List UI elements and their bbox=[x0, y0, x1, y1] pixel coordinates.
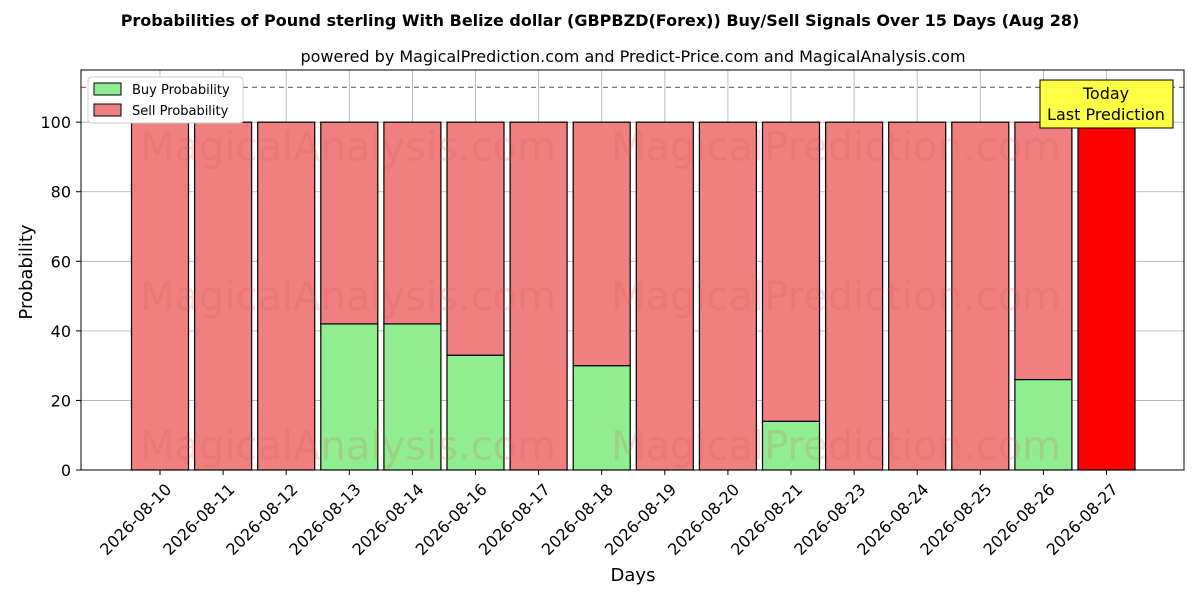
watermarks: MagicalAnalysis.com MagicalPrediction.com… bbox=[140, 125, 1061, 470]
y-tick-label: 60 bbox=[51, 252, 71, 271]
bar-sell bbox=[320, 121, 379, 325]
bar-sell bbox=[383, 121, 442, 325]
bar-sell bbox=[824, 121, 884, 471]
legend-label-sell: Sell Probability bbox=[132, 104, 229, 119]
bars bbox=[130, 121, 1136, 471]
plot-frame bbox=[80, 69, 1185, 471]
bar-sell-today bbox=[1077, 121, 1136, 471]
y-tick-label: 80 bbox=[51, 183, 71, 202]
y-tick-label: 0 bbox=[61, 461, 71, 480]
bar-sell bbox=[572, 121, 631, 367]
y-tick-label: 20 bbox=[51, 391, 71, 410]
bar-sell bbox=[446, 121, 505, 356]
bar-sell bbox=[635, 121, 694, 471]
chart-title: Probabilities of Pound sterling With Bel… bbox=[121, 11, 1080, 30]
bar-buy bbox=[572, 365, 631, 471]
today-annotation-box bbox=[1039, 79, 1174, 129]
x-axis-label: Days bbox=[611, 565, 656, 586]
bar-sell bbox=[1014, 121, 1073, 381]
watermark-text: MagicalAnalysis.com bbox=[140, 274, 556, 320]
today-annotation-line2: Last Prediction bbox=[1047, 105, 1165, 124]
y-axis-label: Probability bbox=[16, 224, 37, 319]
bar-buy bbox=[761, 420, 821, 471]
watermark-text: MagicalPrediction.com bbox=[611, 424, 1061, 470]
y-axis: 0 20 40 60 80 100 bbox=[40, 113, 81, 480]
bar-sell bbox=[761, 121, 821, 422]
bar-buy bbox=[383, 323, 442, 471]
watermark-text: MagicalAnalysis.com bbox=[140, 424, 556, 470]
bar-sell bbox=[888, 121, 947, 471]
bar-sell bbox=[509, 121, 568, 471]
y-tick-label: 100 bbox=[40, 113, 71, 132]
legend-swatch-buy bbox=[93, 82, 122, 96]
today-annotation: Today Last Prediction bbox=[1039, 79, 1174, 129]
watermark-text: MagicalAnalysis.com bbox=[140, 125, 556, 171]
x-axis: 2026-08-102026-08-112026-08-122026-08-13… bbox=[96, 470, 1122, 559]
bar-buy bbox=[1014, 378, 1073, 471]
legend: Buy Probability Sell Probability bbox=[87, 76, 244, 124]
watermark-text: MagicalPrediction.com bbox=[611, 125, 1061, 171]
bar-sell bbox=[698, 121, 758, 471]
today-annotation-line1: Today bbox=[1082, 84, 1129, 103]
legend-swatch-sell bbox=[93, 103, 122, 117]
bar-sell bbox=[257, 121, 316, 471]
y-tick-label: 40 bbox=[51, 322, 71, 341]
legend-box bbox=[87, 76, 244, 124]
watermark-text: MagicalPrediction.com bbox=[611, 274, 1061, 320]
chart-subtitle: powered by MagicalPrediction.com and Pre… bbox=[300, 47, 965, 66]
bar-sell bbox=[951, 121, 1010, 471]
legend-label-buy: Buy Probability bbox=[132, 83, 230, 98]
